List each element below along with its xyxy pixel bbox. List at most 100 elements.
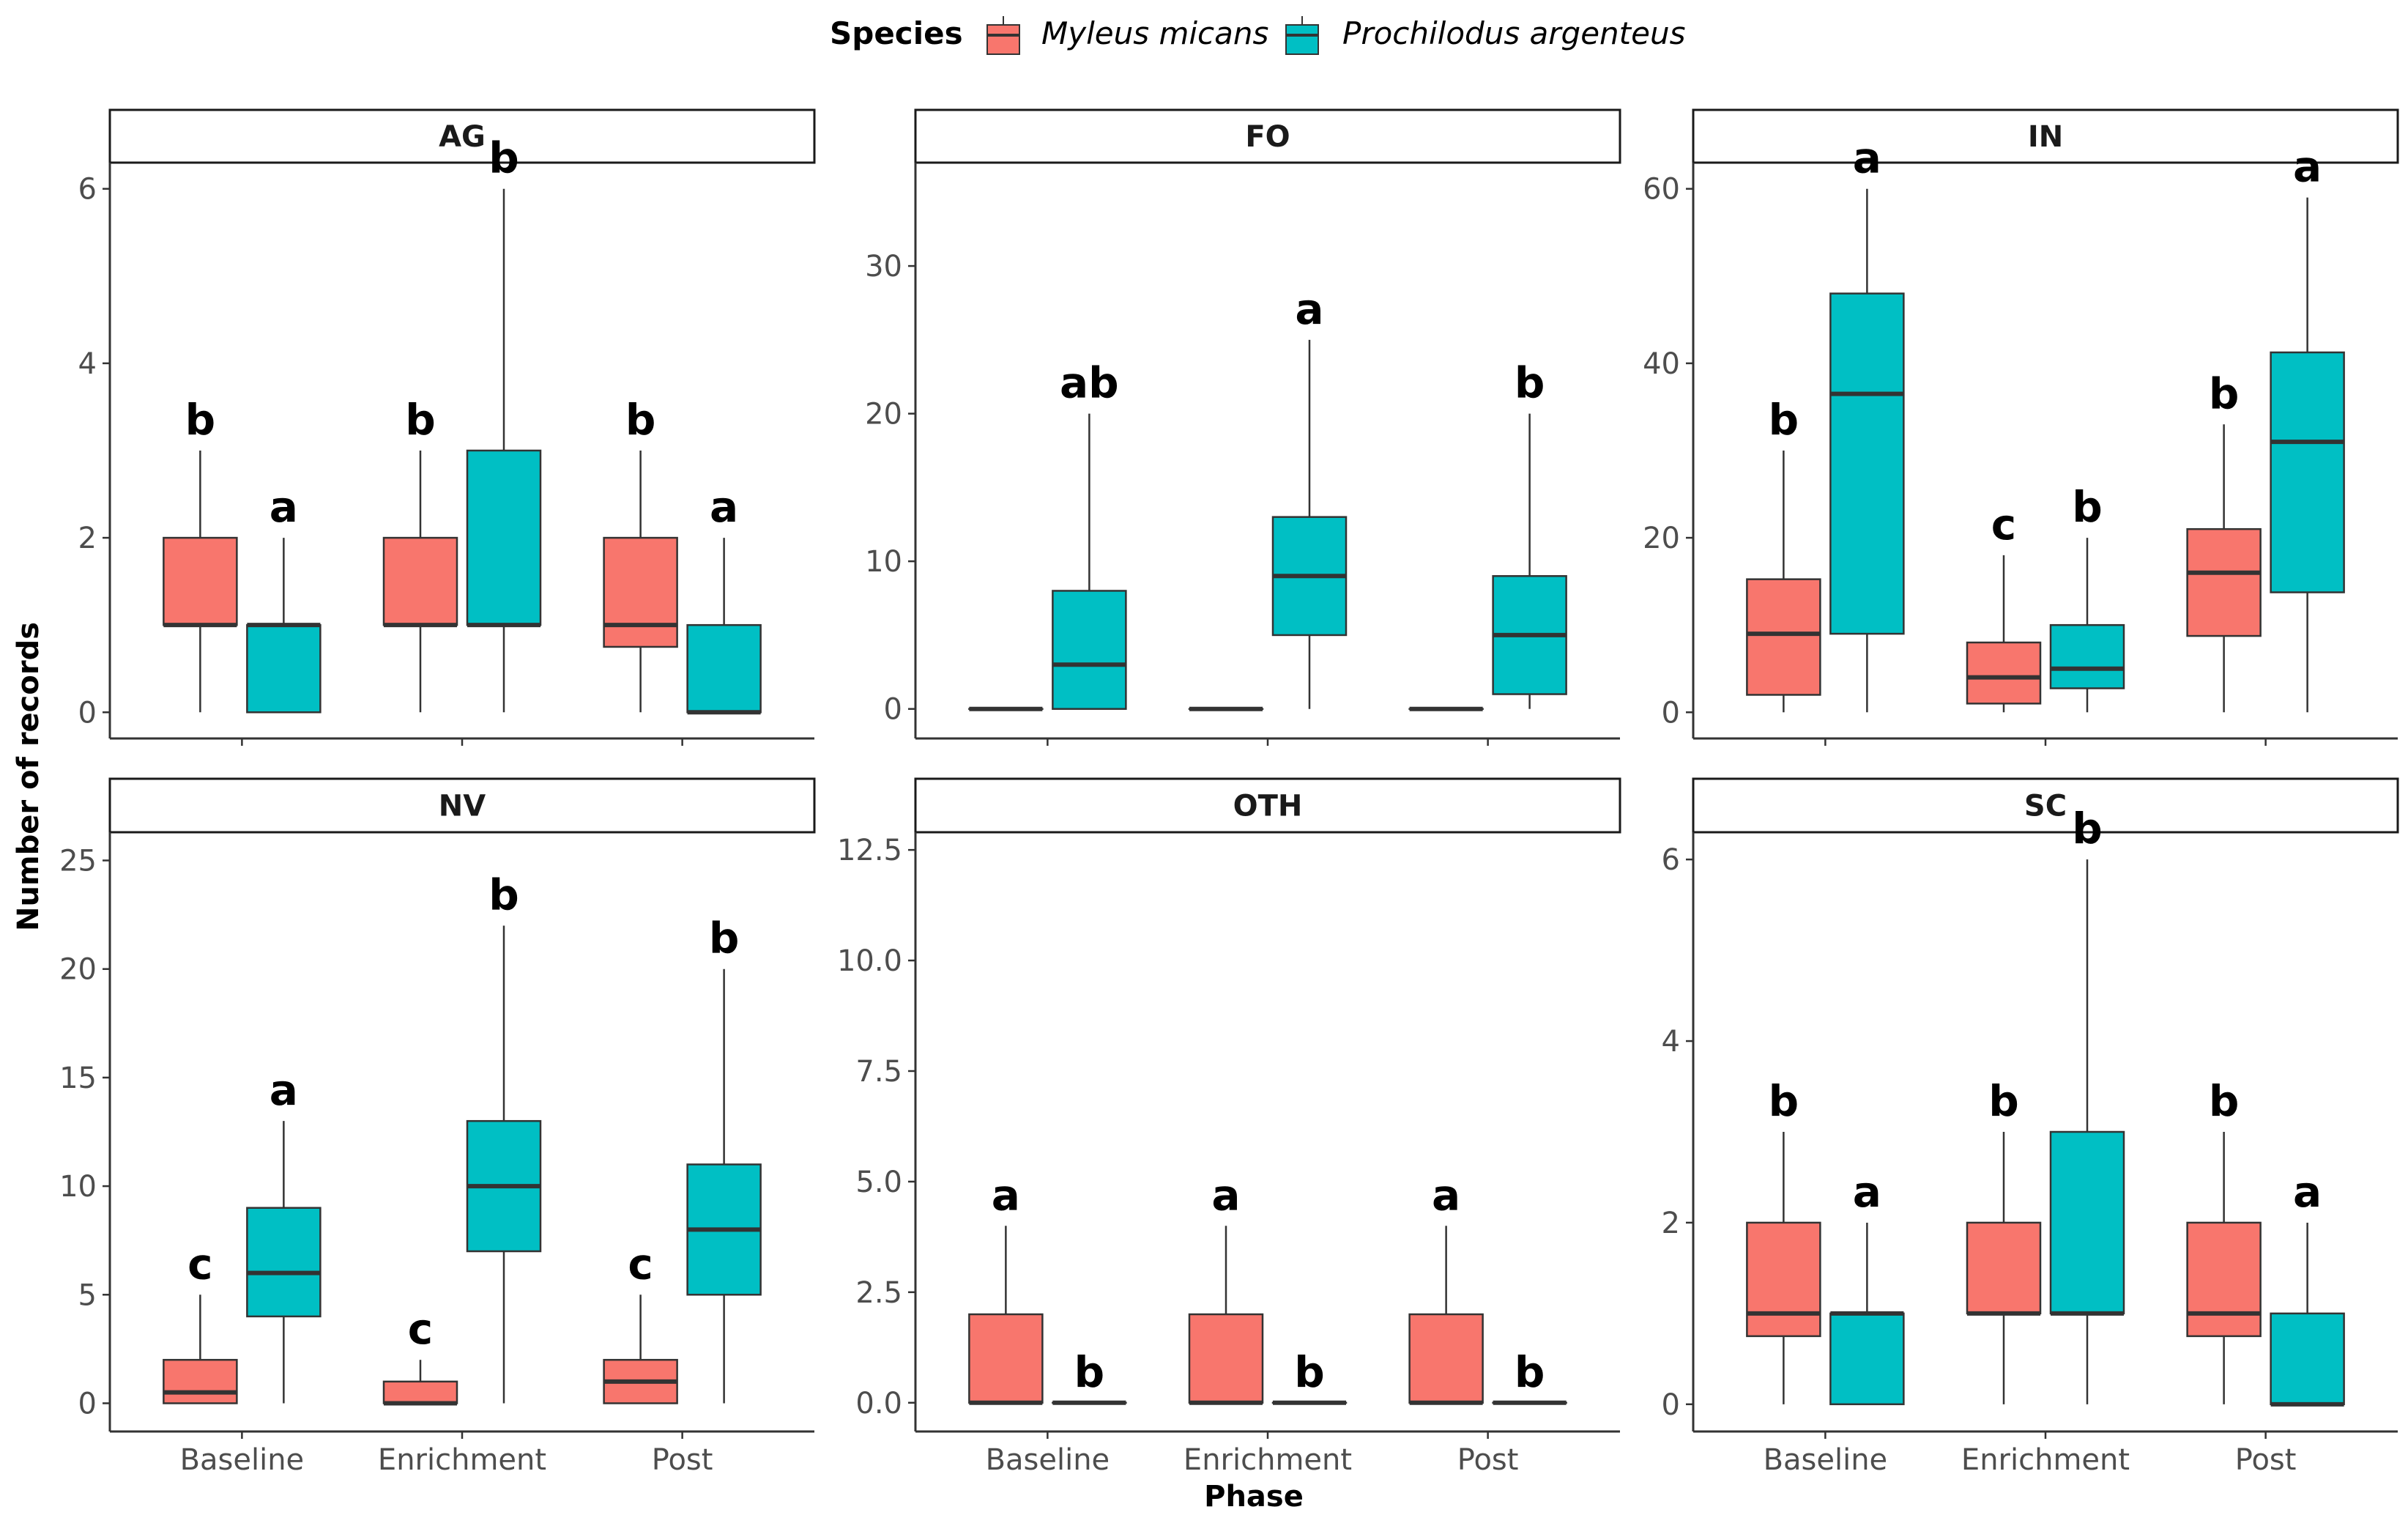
y-tick-label: 0 bbox=[78, 1387, 97, 1421]
box-oth-baseline-myleus-micans: a bbox=[969, 1170, 1042, 1402]
box-iqr bbox=[1410, 1314, 1483, 1403]
box-iqr bbox=[604, 538, 677, 647]
box-iqr bbox=[1747, 1223, 1820, 1336]
box-iqr bbox=[2271, 352, 2344, 592]
legend-key-prochilodus-argenteus bbox=[1286, 16, 1318, 54]
legend-title: Species bbox=[830, 15, 963, 51]
significance-letter: ab bbox=[1060, 358, 1119, 408]
y-tick-label: 0 bbox=[1662, 1388, 1680, 1422]
y-tick-label: 6 bbox=[1662, 843, 1680, 877]
box-in-post-myleus-micans: b bbox=[2188, 368, 2261, 712]
box-nv-baseline-prochilodus-argenteus: a bbox=[247, 1065, 320, 1403]
y-tick-label: 40 bbox=[1643, 347, 1680, 381]
panel-title-sc: SC bbox=[2024, 790, 2067, 823]
box-fo-enrichment-prochilodus-argenteus: a bbox=[1273, 284, 1346, 709]
box-iqr bbox=[467, 451, 540, 625]
panel-title-fo: FO bbox=[1245, 120, 1290, 154]
significance-letter: a bbox=[710, 482, 738, 532]
y-tick-label: 0 bbox=[884, 693, 902, 727]
significance-letter: a bbox=[1295, 284, 1323, 334]
box-iqr bbox=[384, 538, 457, 625]
box-iqr bbox=[969, 1314, 1042, 1403]
y-tick-label: 10 bbox=[59, 1170, 97, 1204]
x-axis-title: Phase bbox=[1204, 1480, 1304, 1514]
box-sc-post-myleus-micans: b bbox=[2188, 1076, 2261, 1404]
box-oth-baseline-prochilodus-argenteus: b bbox=[1052, 1347, 1126, 1403]
significance-letter: b bbox=[2209, 368, 2240, 418]
panel-title-oth: OTH bbox=[1233, 790, 1303, 823]
y-tick-label: 25 bbox=[59, 845, 97, 878]
y-tick-label: 30 bbox=[865, 250, 902, 284]
box-oth-enrichment-prochilodus-argenteus: b bbox=[1273, 1347, 1346, 1403]
significance-letter: a bbox=[2293, 142, 2322, 192]
significance-letter: b bbox=[1294, 1347, 1325, 1397]
box-iqr bbox=[384, 1382, 457, 1404]
significance-letter: b bbox=[2072, 482, 2103, 532]
box-nv-enrichment-prochilodus-argenteus: b bbox=[467, 870, 540, 1403]
box-iqr bbox=[2188, 529, 2261, 636]
box-sc-enrichment-myleus-micans: b bbox=[1967, 1076, 2040, 1404]
box-iqr bbox=[163, 538, 237, 625]
box-in-baseline-prochilodus-argenteus: a bbox=[1830, 133, 1903, 713]
box-sc-enrichment-prochilodus-argenteus: b bbox=[2051, 804, 2124, 1404]
box-iqr bbox=[688, 625, 761, 712]
box-oth-post-myleus-micans: a bbox=[1410, 1170, 1483, 1402]
x-tick-label-post: Post bbox=[2235, 1443, 2297, 1477]
box-oth-post-prochilodus-argenteus: b bbox=[1493, 1347, 1567, 1403]
box-in-baseline-myleus-micans: b bbox=[1747, 395, 1820, 712]
y-tick-label: 15 bbox=[59, 1062, 97, 1095]
significance-letter: c bbox=[628, 1239, 653, 1289]
significance-letter: b bbox=[185, 395, 216, 445]
y-tick-label: 5 bbox=[78, 1278, 97, 1312]
box-iqr bbox=[2271, 1314, 2344, 1404]
box-nv-enrichment-myleus-micans: c bbox=[384, 1304, 457, 1403]
y-tick-label: 2 bbox=[78, 522, 97, 555]
panel-title-nv: NV bbox=[439, 790, 486, 823]
box-sc-baseline-myleus-micans: b bbox=[1747, 1076, 1820, 1404]
significance-letter: c bbox=[187, 1239, 212, 1289]
box-ag-post-prochilodus-argenteus: a bbox=[688, 482, 761, 712]
box-iqr bbox=[1967, 642, 2040, 703]
y-tick-label: 7.5 bbox=[855, 1055, 902, 1089]
y-tick-label: 20 bbox=[865, 398, 902, 431]
box-iqr bbox=[1189, 1314, 1263, 1403]
y-axis-title: Number of records bbox=[12, 622, 45, 931]
significance-letter: c bbox=[1991, 500, 2016, 549]
y-tick-label: 4 bbox=[78, 347, 97, 381]
legend-key-myleus-micans bbox=[987, 16, 1019, 54]
box-nv-post-myleus-micans: c bbox=[604, 1239, 677, 1403]
x-tick-label-enrichment: Enrichment bbox=[378, 1443, 546, 1477]
significance-letter: b bbox=[2072, 804, 2103, 853]
significance-letter: b bbox=[1988, 1076, 2019, 1126]
significance-letter: b bbox=[405, 395, 436, 445]
box-sc-post-prochilodus-argenteus: a bbox=[2271, 1167, 2344, 1404]
x-tick-label-baseline: Baseline bbox=[180, 1443, 305, 1477]
box-iqr bbox=[1830, 1314, 1903, 1404]
x-tick-label-post: Post bbox=[652, 1443, 713, 1477]
significance-letter: b bbox=[1515, 358, 1545, 408]
box-iqr bbox=[1747, 579, 1820, 695]
box-fo-post-prochilodus-argenteus: b bbox=[1493, 358, 1567, 709]
y-tick-label: 20 bbox=[1643, 522, 1680, 555]
box-iqr bbox=[2051, 1132, 2124, 1314]
significance-letter: a bbox=[2293, 1167, 2322, 1217]
y-tick-label: 60 bbox=[1643, 173, 1680, 207]
significance-letter: a bbox=[1853, 1167, 1881, 1217]
box-ag-baseline-prochilodus-argenteus: a bbox=[247, 482, 320, 712]
y-tick-label: 0 bbox=[1662, 696, 1680, 730]
legend-label-myleus-micans: Myleus micans bbox=[1041, 15, 1268, 51]
significance-letter: a bbox=[1853, 133, 1881, 183]
x-tick-label-post: Post bbox=[1457, 1443, 1519, 1477]
significance-letter: a bbox=[1432, 1170, 1460, 1220]
box-iqr bbox=[2188, 1223, 2261, 1336]
significance-letter: a bbox=[992, 1170, 1020, 1220]
